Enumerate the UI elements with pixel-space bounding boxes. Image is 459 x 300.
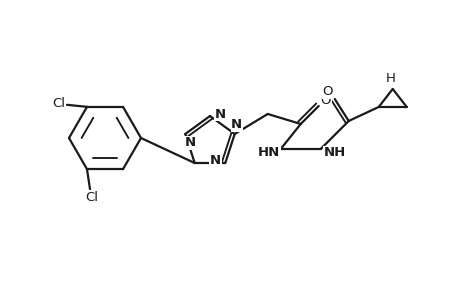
Text: O: O bbox=[320, 94, 330, 107]
Text: O: O bbox=[322, 85, 332, 98]
Text: H: H bbox=[385, 73, 395, 85]
Text: N: N bbox=[231, 118, 242, 131]
Text: N: N bbox=[185, 136, 196, 149]
Text: N: N bbox=[214, 107, 225, 121]
Text: Cl: Cl bbox=[85, 191, 98, 204]
Text: HN: HN bbox=[257, 146, 279, 160]
Text: N: N bbox=[209, 154, 220, 166]
Text: NH: NH bbox=[323, 146, 345, 160]
Text: Cl: Cl bbox=[52, 97, 65, 110]
